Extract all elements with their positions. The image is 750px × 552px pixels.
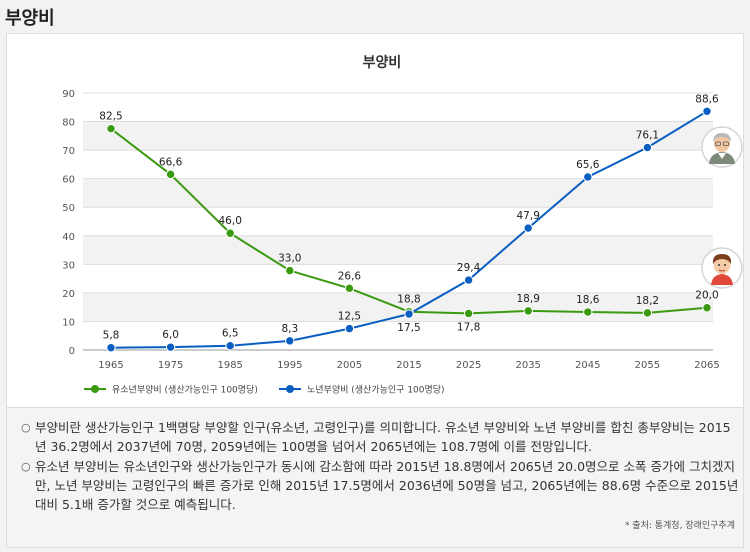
x-tick-label: 1985: [217, 360, 242, 371]
note-text: 유소년 부양비는 유소년인구와 생산가능인구가 동시에 감소함에 따라 2015…: [35, 459, 739, 512]
chart-title: 부양비: [363, 55, 402, 71]
elderly-data-point: [225, 341, 235, 351]
y-tick-label: 50: [62, 203, 75, 214]
data-label: 66,6: [159, 156, 183, 168]
y-tick-label: 90: [62, 89, 75, 100]
elderly-data-point: [106, 343, 116, 353]
x-tick-label: 2045: [575, 360, 600, 371]
x-tick-label: 2015: [396, 360, 421, 371]
elderly-data-point: [463, 275, 474, 285]
data-label: 20,0: [695, 290, 718, 302]
circle-bullet-icon: ○: [21, 421, 31, 434]
data-label: 82,5: [99, 111, 122, 123]
source-note: * 출처: 통계청, 장래인구추계: [624, 521, 735, 531]
x-tick-label: 1965: [98, 360, 123, 371]
data-label: 65,6: [576, 159, 600, 171]
y-tick-label: 10: [62, 317, 75, 328]
data-label: 17,8: [457, 321, 480, 333]
youth-series-line: [110, 127, 708, 315]
data-label: 76,1: [636, 130, 659, 142]
elderly-data-point: [285, 336, 295, 346]
x-tick-label: 2065: [694, 360, 719, 371]
data-label: 18,2: [636, 295, 659, 307]
x-tick-label: 1995: [277, 360, 302, 371]
data-label: 5,8: [103, 330, 120, 342]
data-label: 29,4: [457, 262, 481, 274]
youth-data-point: [583, 307, 593, 317]
x-tick-label: 2005: [337, 360, 362, 371]
legend-marker: [286, 385, 294, 393]
elderly-data-point: [642, 142, 653, 153]
data-label: 47,9: [517, 210, 540, 222]
child-icon: [701, 247, 743, 289]
legend-marker: [91, 385, 99, 393]
elderly-data-point: [583, 172, 593, 182]
elderly-data-point: [702, 106, 712, 116]
youth-data-point: [463, 308, 474, 319]
note-item: ○ 부양비란 생산가능인구 1백명당 부양할 인구(유소년, 고령인구)를 의미합…: [21, 418, 739, 456]
youth-data-point: [225, 228, 235, 238]
data-label: 46,0: [219, 215, 242, 227]
elderly-man-icon: [701, 126, 743, 168]
elderly-data-point: [404, 309, 414, 319]
note-item: ○ 유소년 부양비는 유소년인구와 생산가능인구가 동시에 감소함에 따라 201…: [21, 457, 739, 514]
circle-bullet-icon: ○: [21, 460, 31, 473]
data-label: 18,8: [397, 294, 420, 306]
grid-band: [83, 121, 713, 151]
youth-data-point: [106, 123, 116, 134]
data-label: 6,0: [162, 329, 179, 341]
y-tick-label: 60: [62, 175, 75, 186]
x-tick-label: 2025: [456, 360, 481, 371]
youth-data-point: [523, 306, 533, 316]
y-tick-label: 80: [62, 118, 75, 129]
y-tick-label: 0: [69, 346, 75, 357]
youth-data-point: [642, 308, 653, 318]
elderly-data-point: [165, 342, 176, 352]
data-label: 88,6: [695, 93, 719, 105]
grid-band: [83, 178, 713, 208]
youth-data-point: [344, 283, 355, 294]
elderly-data-point: [344, 323, 355, 334]
data-label: 18,6: [576, 294, 600, 306]
data-label: 6,5: [222, 328, 239, 340]
page-title: 부양비: [5, 8, 55, 29]
data-label: 8,3: [281, 323, 298, 335]
data-label: 33,0: [278, 253, 301, 265]
data-label: 17,5: [397, 322, 420, 334]
data-label: 26,6: [338, 270, 362, 282]
x-tick-label: 1975: [158, 360, 183, 371]
data-label: 18,9: [517, 293, 540, 305]
youth-data-point: [285, 265, 295, 276]
data-label: 12,5: [338, 311, 361, 323]
grid-band: [83, 235, 713, 265]
notes-section: ○ 부양비란 생산가능인구 1백명당 부양할 인구(유소년, 고령인구)를 의미합…: [6, 408, 744, 548]
y-tick-label: 70: [62, 146, 75, 157]
legend-label: 유소년부양비 (생산가능인구 100명당): [112, 385, 258, 396]
y-tick-label: 30: [62, 260, 75, 271]
x-tick-label: 2035: [515, 360, 540, 371]
x-tick-label: 2055: [635, 360, 660, 371]
youth-data-point: [165, 169, 176, 180]
y-tick-label: 20: [62, 289, 75, 300]
y-tick-label: 40: [62, 232, 75, 243]
dependency-ratio-chart: 부양비 0 10 20 30 40 50 60 70 80 90 1965 1975 1985 1995…: [62, 55, 743, 396]
chart-panel: 부양비 0 10 20 30 40 50 60 70 80 90 1965 1975 1985 1995…: [6, 33, 744, 408]
elderly-data-point: [523, 223, 533, 233]
note-text: 부양비란 생산가능인구 1백명당 부양할 인구(유소년, 고령인구)를 의미합니…: [35, 420, 731, 454]
legend-label: 노년부양비 (생산가능인구 100명당): [307, 385, 445, 396]
youth-data-point: [702, 303, 712, 313]
